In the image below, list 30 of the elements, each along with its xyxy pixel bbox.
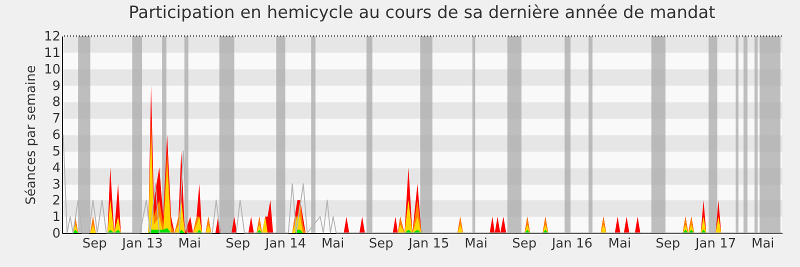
x-tick-label: Sep: [226, 236, 250, 252]
x-tick-label: Jan 17: [694, 236, 736, 252]
chart-title: Participation en hemicycle au cours de sa dernière année de mandat: [128, 3, 716, 23]
y-tick-label: 2: [52, 194, 60, 209]
y-tick-label: 1: [52, 210, 60, 226]
x-tick-label: Mai: [178, 236, 202, 252]
x-tick-label: Jan 14: [264, 236, 306, 252]
y-tick-label: 12: [44, 30, 60, 44]
y-tick-label: 8: [52, 95, 60, 110]
y-tick-label: 3: [52, 177, 60, 192]
y-axis-title: Séances par semaine: [24, 65, 39, 205]
x-tick-label: Mai: [464, 236, 488, 252]
x-tick-label: Jan 16: [550, 236, 593, 252]
x-tick-label: Sep: [656, 236, 680, 252]
x-tick-label: Sep: [512, 236, 537, 252]
y-tick-label: 7: [52, 112, 60, 127]
x-tick-label: Sep: [82, 236, 107, 252]
y-tick-label: 5: [52, 144, 60, 160]
y-tick-label: 11: [44, 46, 60, 61]
y-tick-label: 6: [52, 128, 60, 143]
y-tick-label: 4: [52, 160, 60, 176]
y-tick-label: 10: [44, 62, 60, 78]
x-tick-label: Mai: [751, 236, 774, 252]
x-tick-label: Sep: [368, 236, 394, 252]
x-tick-label: Mai: [321, 236, 344, 252]
x-tick-label: Mai: [608, 236, 632, 252]
x-tick-label: Jan 15: [408, 236, 450, 252]
y-tick-label: 0: [52, 226, 60, 242]
y-tick-label: 9: [52, 78, 60, 94]
x-tick-label: Jan 13: [121, 236, 163, 252]
